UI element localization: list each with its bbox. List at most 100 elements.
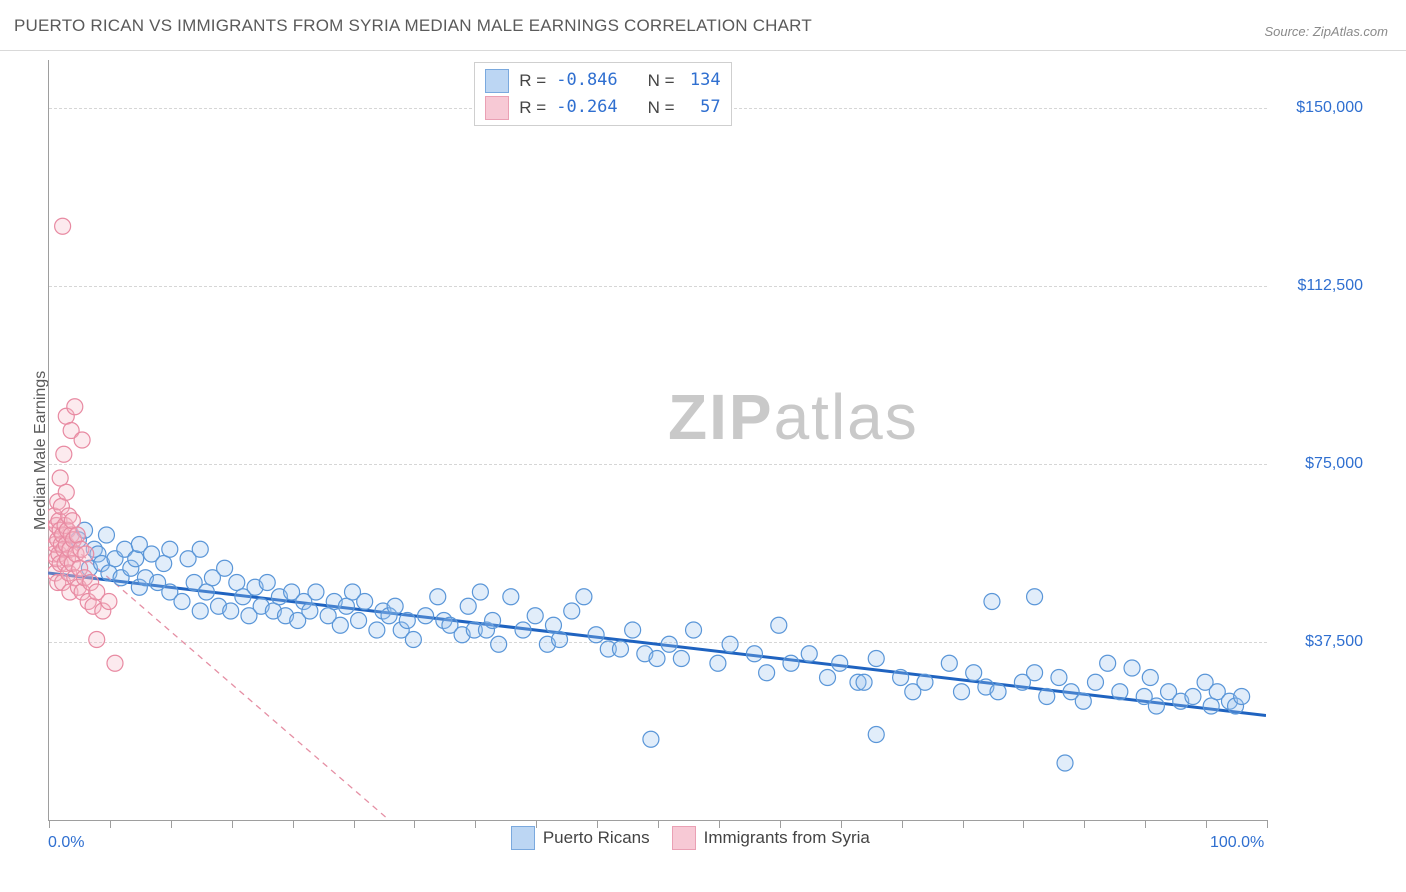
data-point [954, 684, 970, 700]
y-tick-label: $75,000 [1273, 455, 1363, 473]
chart-title: PUERTO RICAN VS IMMIGRANTS FROM SYRIA ME… [14, 16, 812, 36]
x-tick [902, 820, 903, 828]
data-point [673, 651, 689, 667]
y-tick-label: $37,500 [1273, 633, 1363, 651]
legend-n-value: 134 [685, 67, 721, 94]
data-point [472, 584, 488, 600]
legend-r-value: -0.846 [556, 67, 617, 94]
legend-correlation-row: R =-0.264N =57 [485, 94, 720, 121]
data-point [332, 617, 348, 633]
data-point [771, 617, 787, 633]
data-point [351, 613, 367, 629]
data-point [625, 622, 641, 638]
data-point [1148, 698, 1164, 714]
legend-swatch [672, 826, 696, 850]
legend-series-label: Puerto Ricans [543, 828, 650, 848]
data-point [69, 527, 85, 543]
data-point [1027, 665, 1043, 681]
legend-r-label: R = [519, 67, 546, 94]
data-point [107, 655, 123, 671]
source-name: ZipAtlas.com [1313, 24, 1388, 39]
data-point [98, 527, 114, 543]
legend-swatch [485, 69, 509, 93]
x-axis-min-label: 0.0% [48, 834, 84, 852]
x-tick [1267, 820, 1268, 828]
data-point [783, 655, 799, 671]
data-point [491, 636, 507, 652]
legend-series-item: Immigrants from Syria [672, 826, 870, 850]
data-point [192, 603, 208, 619]
data-point [198, 584, 214, 600]
data-point [460, 598, 476, 614]
legend-n-value: 57 [685, 94, 721, 121]
data-point [1087, 674, 1103, 690]
data-point [67, 399, 83, 415]
scatter-svg [48, 60, 1266, 820]
data-point [1039, 689, 1055, 705]
data-point [387, 598, 403, 614]
data-point [649, 651, 665, 667]
data-point [430, 589, 446, 605]
data-point [418, 608, 434, 624]
data-point [710, 655, 726, 671]
data-point [1051, 670, 1067, 686]
data-point [990, 684, 1006, 700]
data-point [338, 598, 354, 614]
data-point [552, 632, 568, 648]
x-tick [293, 820, 294, 828]
legend-correlation-row: R =-0.846N =134 [485, 67, 720, 94]
data-point [759, 665, 775, 681]
x-tick [1084, 820, 1085, 828]
data-point [1124, 660, 1140, 676]
data-point [515, 622, 531, 638]
legend-series-label: Immigrants from Syria [704, 828, 870, 848]
data-point [1057, 755, 1073, 771]
data-point [545, 617, 561, 633]
data-point [89, 632, 105, 648]
x-tick [49, 820, 50, 828]
legend-n-label: N = [648, 94, 675, 121]
data-point [722, 636, 738, 652]
x-tick [1206, 820, 1207, 828]
data-point [893, 670, 909, 686]
data-point [74, 432, 90, 448]
data-point [503, 589, 519, 605]
x-tick [1023, 820, 1024, 828]
data-point [162, 541, 178, 557]
source-prefix: Source: [1264, 24, 1312, 39]
data-point [868, 651, 884, 667]
data-point [64, 513, 80, 529]
data-point [527, 608, 543, 624]
x-tick [963, 820, 964, 828]
data-point [1185, 689, 1201, 705]
data-point [485, 613, 501, 629]
data-point [612, 641, 628, 657]
data-point [174, 594, 190, 610]
data-point [661, 636, 677, 652]
data-point [966, 665, 982, 681]
data-point [302, 603, 318, 619]
y-tick-label: $112,500 [1273, 277, 1363, 295]
legend-r-label: R = [519, 94, 546, 121]
data-point [1100, 655, 1116, 671]
data-point [941, 655, 957, 671]
legend-series-item: Puerto Ricans [511, 826, 650, 850]
data-point [369, 622, 385, 638]
data-point [868, 727, 884, 743]
x-tick [110, 820, 111, 828]
legend-correlation: R =-0.846N =134R =-0.264N =57 [474, 62, 731, 126]
data-point [832, 655, 848, 671]
data-point [399, 613, 415, 629]
data-point [229, 575, 245, 591]
x-tick [1145, 820, 1146, 828]
y-tick-label: $150,000 [1273, 99, 1363, 117]
data-point [576, 589, 592, 605]
data-point [52, 470, 68, 486]
data-point [56, 446, 72, 462]
data-point [308, 584, 324, 600]
data-point [192, 541, 208, 557]
x-tick [232, 820, 233, 828]
data-point [856, 674, 872, 690]
data-point [101, 594, 117, 610]
data-point [223, 603, 239, 619]
